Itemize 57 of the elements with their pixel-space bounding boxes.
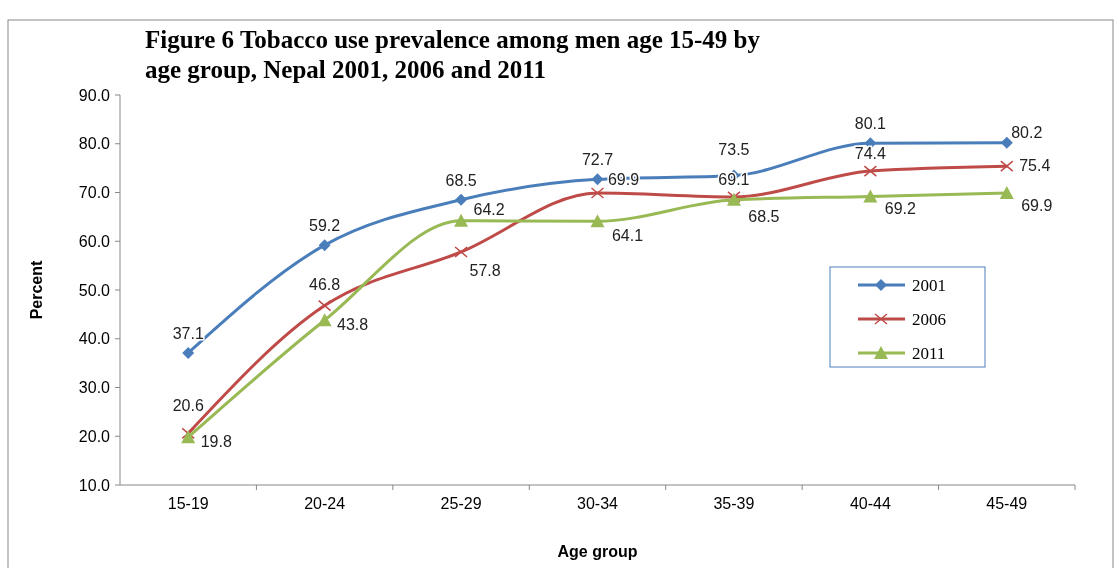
legend-label: 2011 [912,343,946,363]
x-axis-title: Age group [557,543,638,560]
data-label: 46.8 [309,275,341,293]
y-tick-label: 10.0 [78,476,111,494]
data-label: 80.1 [854,115,887,133]
point [863,165,878,177]
data-label: 69.2 [884,200,917,218]
point [590,214,605,228]
data-label: 64.1 [611,227,644,245]
y-tick-label: 30.0 [78,379,111,397]
point [318,239,331,252]
point [591,173,604,186]
data-label: 68.5 [445,171,477,189]
x-tick-label: 30-34 [577,495,619,512]
x-tick-label: 25-29 [440,495,482,512]
x-tick-label: 45-49 [986,495,1028,512]
data-label: 20.6 [172,397,204,415]
y-tick-label: 90.0 [78,86,111,104]
y-tick-label: 70.0 [78,184,111,202]
x-tick-label: 40-44 [849,495,891,512]
point [454,213,469,227]
x-tick-label: 20-24 [304,495,346,512]
data-label: 75.4 [1019,157,1051,175]
legend-label: 2001 [912,275,946,295]
data-label: 19.8 [200,433,232,451]
point [1000,160,1014,172]
point [455,193,468,206]
data-label: 37.1 [172,324,204,342]
data-label: 69.9 [1021,196,1053,214]
data-label: 57.8 [469,261,501,279]
data-label: 72.7 [581,151,614,169]
data-label: 80.2 [1011,123,1043,141]
y-tick-label: 60.0 [78,232,111,250]
data-label: 73.5 [718,141,750,159]
data-label: 59.2 [309,217,341,235]
point [181,430,196,444]
point [590,187,605,199]
y-tick-label: 80.0 [78,135,111,153]
point [317,299,332,312]
y-tick-label: 40.0 [78,330,111,348]
point [454,246,468,258]
x-tick-label: 15-19 [167,495,209,512]
y-tick-label: 50.0 [78,281,111,299]
point [181,427,195,440]
data-label: 43.8 [337,316,369,334]
data-label: 68.5 [748,207,780,225]
chart-title: Figure 6 Tobacco use prevalence among men age 15-49 by age group, Nepal 2001, 2006 and 2011 [145,26,761,83]
legend-label: 2006 [912,309,946,329]
data-label: 64.2 [473,200,505,218]
point [863,189,878,203]
y-axis-title: Percent [28,259,45,320]
point [317,313,332,327]
point [182,346,195,359]
y-tick-label: 20.0 [78,427,111,445]
data-label: 74.4 [854,145,887,163]
point [999,185,1014,199]
x-tick-label: 35-39 [713,495,755,512]
